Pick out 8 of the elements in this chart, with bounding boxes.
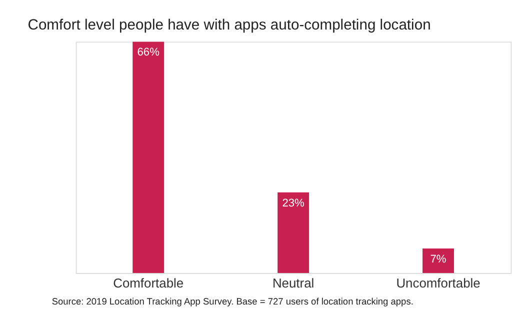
data-label: 66%	[137, 46, 160, 59]
x-tick-label: Neutral	[272, 275, 314, 290]
data-label: 7%	[430, 253, 446, 266]
chart-title: Comfort level people have with apps auto-completing location	[28, 18, 431, 34]
data-label: 23%	[282, 197, 305, 210]
source-note: Source: 2019 Location Tracking App Survey. Base = 727 users of location tracking apps.	[52, 296, 414, 306]
x-tick-label: Comfortable	[113, 275, 184, 290]
x-tick-label: Uncomfortable	[396, 275, 480, 290]
